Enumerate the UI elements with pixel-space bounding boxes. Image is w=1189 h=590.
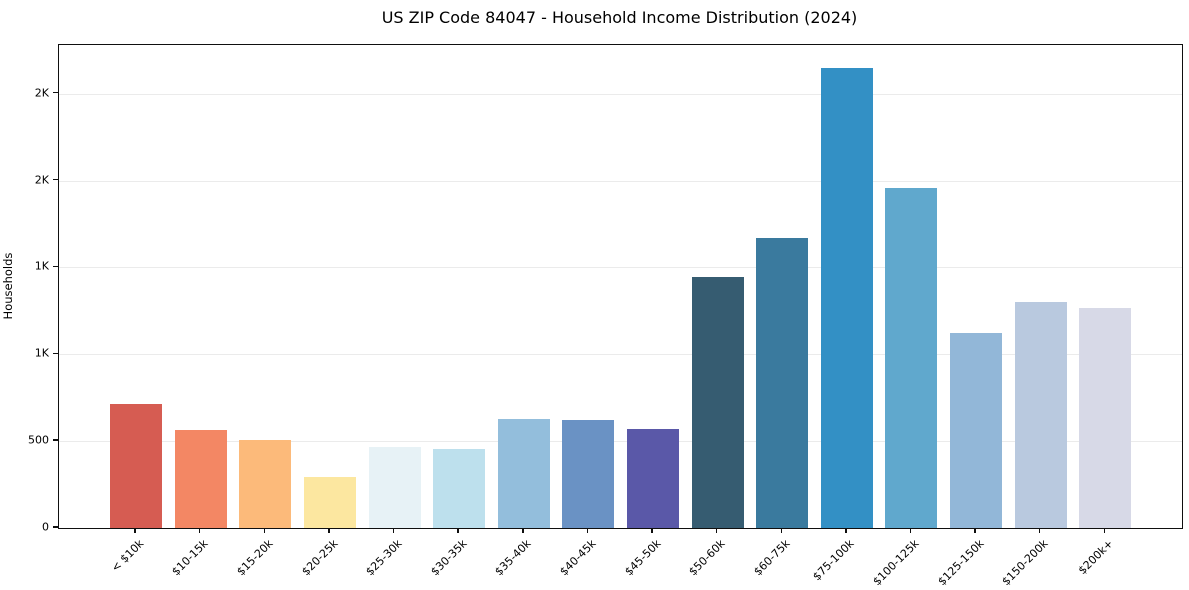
bar-$20-25k [303, 476, 356, 528]
x-tick-mark [780, 528, 782, 534]
bar-$60-75k [756, 237, 809, 528]
y-tick-label: 1K [34, 259, 49, 273]
x-tick-label: $20-25k [298, 537, 341, 579]
x-tick-mark [586, 528, 589, 534]
gridline-2K [59, 93, 1182, 95]
gridline-1K [59, 267, 1182, 269]
x-tick-mark [1038, 528, 1041, 534]
x-tick-mark [845, 528, 847, 534]
x-tick-label: $125-150k [935, 537, 987, 589]
x-tick-label: $15-20k [234, 537, 276, 579]
x-tick-label: $25-30k [363, 537, 405, 579]
bar-$10-15k [174, 429, 227, 528]
x-tick-mark [651, 528, 653, 534]
x-tick-mark [715, 528, 718, 534]
bar-$30-35k [433, 448, 486, 528]
x-tick-mark [198, 528, 201, 534]
bar-$50-60k [691, 276, 744, 528]
x-tick-label: $35-40k [492, 537, 534, 579]
y-tick-label: 0 [42, 520, 49, 534]
y-axis-label: Households [1, 252, 15, 320]
chart-title: US ZIP Code 84047 - Household Income Dis… [381, 8, 858, 27]
gridline-1K [59, 354, 1182, 356]
bar-$75-100k [820, 67, 873, 528]
bar-$15-20k [239, 440, 292, 528]
y-tick-label: 500 [28, 433, 49, 447]
bar-< $10k [110, 403, 162, 528]
x-tick-mark [1103, 528, 1106, 534]
bar-$150-200k [1014, 302, 1067, 528]
x-tick-label: $40-45k [557, 537, 599, 579]
y-tick-mark [53, 178, 58, 181]
y-tick-mark [53, 352, 58, 354]
x-tick-mark [974, 528, 976, 534]
gridline-2K [59, 180, 1182, 182]
bar-$100-125k [885, 187, 938, 528]
x-tick-mark [909, 528, 912, 534]
y-tick-mark [53, 91, 58, 94]
x-tick-label: $200k+ [1075, 537, 1116, 578]
y-tick-label: 2K [34, 86, 49, 100]
x-tick-mark [328, 528, 330, 534]
bar-$25-30k [368, 447, 421, 528]
x-tick-label: $10-15k [169, 537, 211, 579]
x-tick-label: $75-100k [810, 537, 858, 584]
bar-$125-150k [950, 333, 1003, 528]
y-tick-mark [53, 526, 58, 528]
x-tick-label: $60-75k [751, 537, 793, 579]
bar-$200k+ [1079, 308, 1132, 528]
x-tick-mark [263, 528, 265, 534]
x-tick-label: $30-35k [428, 537, 470, 579]
plot-area [58, 44, 1183, 529]
x-tick-label: < $10k [108, 537, 147, 575]
x-tick-mark [457, 528, 459, 534]
bar-$35-40k [497, 419, 550, 528]
bar-$40-45k [562, 420, 615, 528]
x-tick-label: $150-200k [999, 537, 1051, 589]
x-tick-label: $50-60k [686, 537, 728, 579]
x-tick-mark [392, 528, 395, 534]
bar-$45-50k [627, 429, 679, 528]
y-tick-label: 1K [34, 346, 49, 360]
x-tick-mark [522, 528, 524, 534]
y-tick-mark [53, 265, 58, 268]
gridline-500 [59, 441, 1182, 443]
y-tick-mark [53, 439, 58, 441]
x-tick-label: $45-50k [621, 537, 664, 579]
y-tick-label: 2K [34, 173, 49, 186]
x-tick-mark [134, 528, 136, 534]
x-tick-label: $100-125k [870, 537, 922, 589]
